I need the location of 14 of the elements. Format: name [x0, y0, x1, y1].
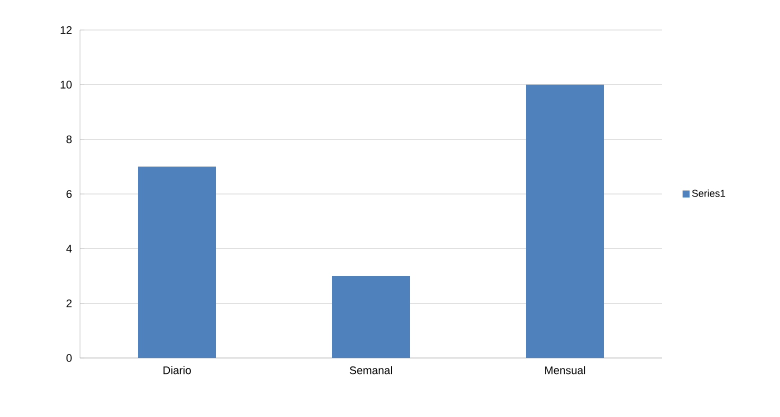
x-tick-label: Mensual [545, 366, 586, 374]
y-tick-label: 10 [60, 80, 72, 89]
bar [332, 276, 410, 358]
y-tick-label: 8 [66, 135, 72, 144]
x-tick-label: Semanal [350, 366, 392, 374]
y-tick-label: 6 [66, 190, 72, 198]
bar [526, 84, 604, 358]
legend-label: Series1 [692, 190, 726, 197]
y-tick-label: 0 [66, 354, 72, 362]
y-tick-label: 2 [66, 299, 72, 308]
bar [138, 166, 216, 358]
y-tick-label: 4 [66, 244, 72, 252]
x-tick-label: Diario [164, 366, 191, 374]
y-tick-label: 12 [60, 26, 72, 34]
